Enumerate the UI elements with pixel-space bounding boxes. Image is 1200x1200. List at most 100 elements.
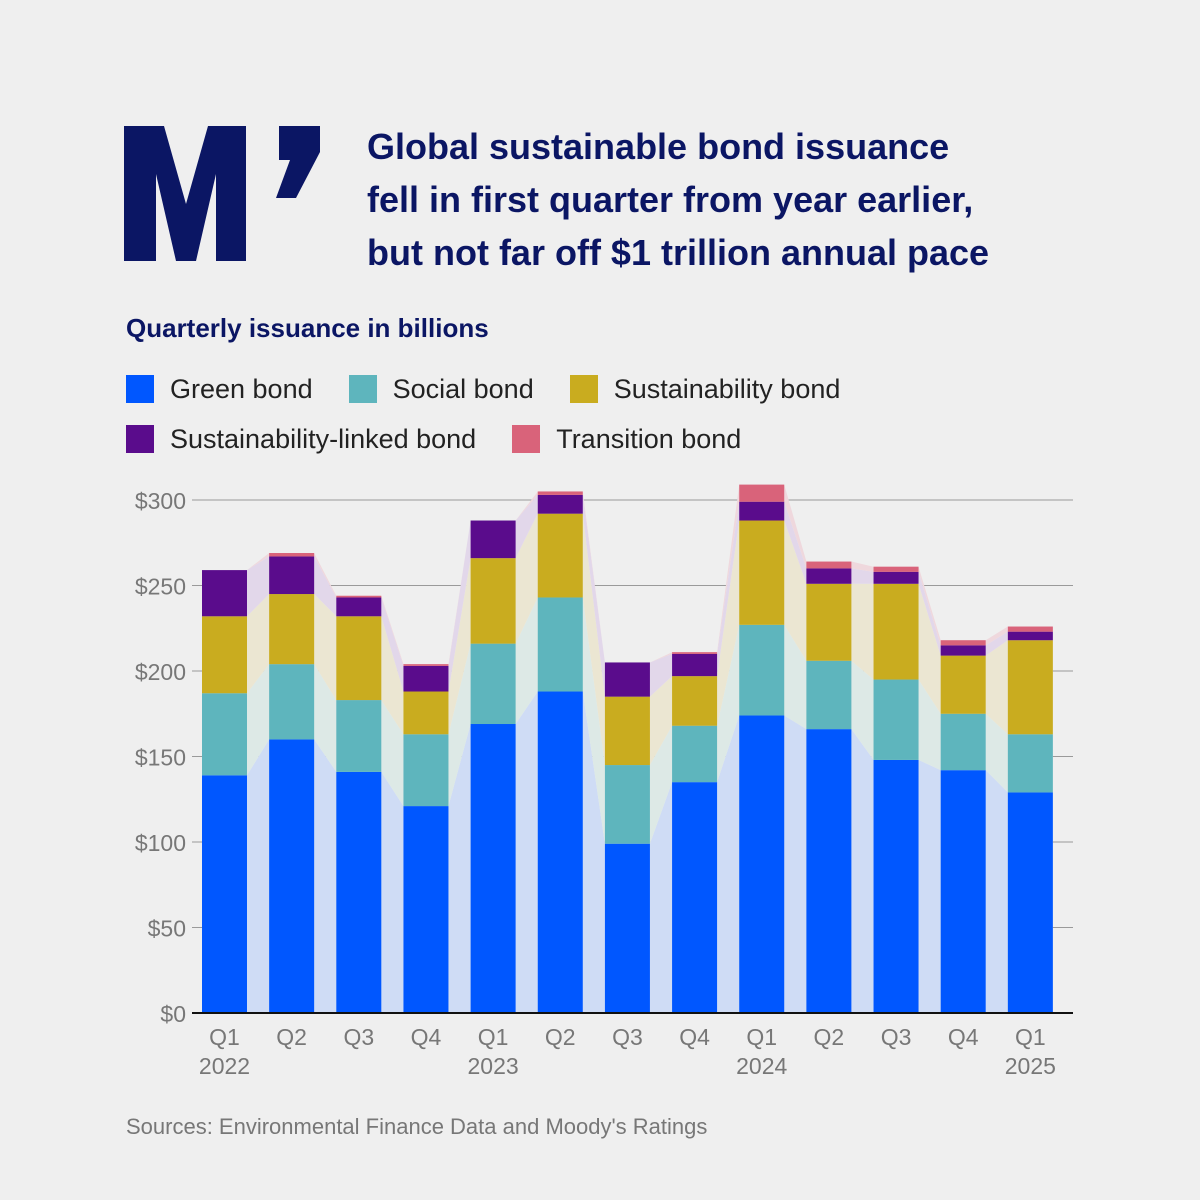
bar-segment xyxy=(202,570,247,617)
bar-segment xyxy=(537,494,583,514)
bar-segment xyxy=(537,597,583,692)
bar-segment xyxy=(873,679,919,760)
bar-segment xyxy=(403,691,449,735)
bar-segment xyxy=(873,571,919,584)
bar-segment xyxy=(1007,640,1053,735)
legend-label: Transition bond xyxy=(556,423,742,454)
bar-segment xyxy=(336,597,382,617)
bar-segment xyxy=(672,653,718,677)
x-tick-year-label: 2023 xyxy=(468,1053,519,1079)
bar-segment xyxy=(604,662,650,697)
legend-swatch xyxy=(348,375,377,403)
bar-segment xyxy=(873,583,919,680)
x-tick-label: Q3 xyxy=(612,1024,643,1050)
bar-segment xyxy=(269,556,315,595)
x-tick-label: Q2 xyxy=(545,1024,576,1050)
bar-segment xyxy=(269,739,315,1013)
bar-segment xyxy=(1007,626,1053,632)
bar-segment xyxy=(269,664,315,740)
bar-segment xyxy=(806,568,852,584)
y-tick-label: $200 xyxy=(135,659,186,685)
bar-segment xyxy=(873,759,919,1013)
x-tick-year-label: 2025 xyxy=(1005,1053,1056,1079)
legend-swatch xyxy=(126,425,154,453)
bar-segment xyxy=(940,655,986,714)
y-tick-label: $100 xyxy=(135,830,186,856)
bar-segment xyxy=(470,643,516,725)
x-tick-label: Q1 xyxy=(209,1024,240,1050)
legend-label: Green bond xyxy=(170,373,313,404)
bar-segment xyxy=(336,771,382,1013)
legend: Green bond Social bond Sustainability bo… xyxy=(126,364,1076,464)
bar-segment xyxy=(269,553,315,557)
stacked-bar-chart: $0 $50 $100 $150 $200 $250 $300 Q1 2022 Q2 Q3 Q4 Q1 2… xyxy=(135,484,1073,1079)
x-tick-label: Q3 xyxy=(343,1024,374,1050)
bar-segment xyxy=(672,652,718,654)
bar-segment xyxy=(403,665,449,692)
chart-subtitle: Quarterly issuance in billions xyxy=(126,313,489,343)
bar-segment xyxy=(202,775,247,1013)
bar-segment xyxy=(604,696,650,766)
bar-segment xyxy=(269,594,315,665)
bar-segment xyxy=(336,616,382,701)
bar-segment xyxy=(672,782,718,1013)
bar-segment xyxy=(940,713,986,771)
bar-segment xyxy=(739,484,785,502)
x-tick-year-label: 2022 xyxy=(199,1053,250,1079)
legend-swatch xyxy=(569,375,598,403)
title-line: but not far off $1 trillion annual pace xyxy=(367,232,990,273)
y-tick-label: $250 xyxy=(135,574,186,600)
bar-segment xyxy=(537,513,583,598)
bar-segment xyxy=(672,725,718,783)
legend-item-social: Social bond xyxy=(348,373,534,405)
legend-label: Sustainability bond xyxy=(613,373,841,404)
y-tick-label: $50 xyxy=(148,916,186,942)
bar-segment xyxy=(940,640,986,646)
y-tick-label: $0 xyxy=(160,1001,186,1027)
x-tick-label: Q4 xyxy=(948,1024,979,1050)
legend-swatch xyxy=(126,375,154,403)
bar-segment xyxy=(537,691,583,1013)
x-tick-label: Q2 xyxy=(276,1024,307,1050)
bar-segment xyxy=(403,806,449,1013)
legend-row: Sustainability-linked bond Transition bo… xyxy=(126,414,1076,464)
bar-segment xyxy=(470,724,516,1013)
bar-segment xyxy=(806,660,852,730)
bar-segment xyxy=(806,583,852,661)
bar-segment xyxy=(739,520,785,625)
bar-segment xyxy=(336,595,382,598)
x-tick-label: Q4 xyxy=(411,1024,442,1050)
bar-segment xyxy=(806,561,852,569)
bar-segment xyxy=(537,491,583,495)
x-tick-label: Q1 xyxy=(478,1024,509,1050)
x-tick-label: Q4 xyxy=(679,1024,710,1050)
legend-item-green: Green bond xyxy=(126,374,313,405)
bar-segment xyxy=(672,676,718,726)
bar-segment xyxy=(1007,734,1053,793)
bar-segment xyxy=(940,645,986,656)
legend-item-sustainability-linked: Sustainability-linked bond xyxy=(126,424,476,455)
bar-segment xyxy=(739,501,785,521)
source-note: Sources: Environmental Finance Data and … xyxy=(126,1114,708,1139)
bar-segment xyxy=(1007,792,1053,1013)
bar-segment xyxy=(470,558,516,644)
legend-item-sustainability: Sustainability bond xyxy=(569,373,841,405)
x-tick-label: Q1 xyxy=(1015,1024,1046,1050)
chart-title: Global sustainable bond issuance fell in… xyxy=(367,120,1127,279)
bar-segment xyxy=(202,693,247,776)
legend-row: Green bond Social bond Sustainability bo… xyxy=(126,364,1076,414)
legend-label: Social bond xyxy=(392,373,534,404)
legend-label: Sustainability-linked bond xyxy=(170,423,477,454)
moodys-logo xyxy=(124,126,320,261)
y-tick-label: $150 xyxy=(135,745,186,771)
bar-segment xyxy=(940,770,986,1013)
bar-segment xyxy=(1007,631,1053,641)
bar-segment xyxy=(806,729,852,1013)
legend-swatch xyxy=(512,425,541,453)
y-tick-label: $300 xyxy=(135,488,186,514)
title-line: fell in first quarter from year earlier, xyxy=(367,179,974,220)
title-line: Global sustainable bond issuance xyxy=(367,126,950,167)
bar-segment xyxy=(739,624,785,716)
bar-segment xyxy=(604,765,650,844)
bar-segment xyxy=(604,843,650,1013)
